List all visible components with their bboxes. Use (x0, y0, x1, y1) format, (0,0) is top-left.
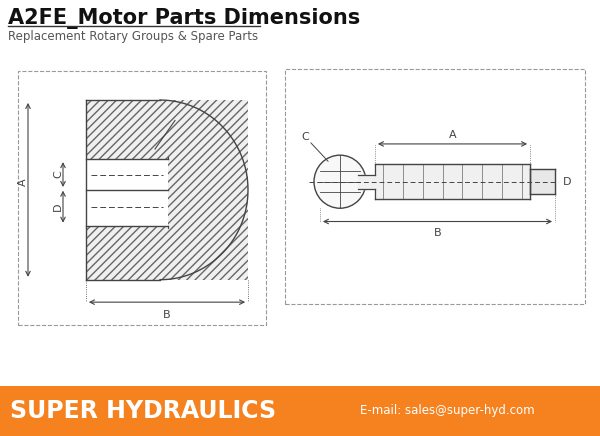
Wedge shape (160, 100, 248, 280)
Text: A: A (18, 178, 28, 185)
Bar (86, 100, 160, 280)
Text: A2FE_Motor Parts Dimensions: A2FE_Motor Parts Dimensions (8, 8, 360, 29)
Text: A: A (449, 130, 457, 140)
Text: SUPER HYDRAULICS: SUPER HYDRAULICS (10, 399, 276, 423)
Text: C: C (53, 170, 63, 178)
Bar (18, 72, 266, 325)
Circle shape (314, 155, 366, 208)
Bar (86, 159, 168, 190)
Bar (285, 69, 585, 304)
Text: D: D (563, 177, 571, 187)
Bar (86, 188, 168, 225)
Text: Replacement Rotary Groups & Spare Parts: Replacement Rotary Groups & Spare Parts (8, 30, 258, 43)
Bar (86, 100, 248, 280)
Text: B: B (434, 228, 442, 238)
Text: C: C (301, 132, 309, 142)
Text: E-mail: sales@super-hyd.com: E-mail: sales@super-hyd.com (360, 405, 535, 417)
Text: D: D (53, 202, 63, 211)
Text: B: B (163, 310, 171, 320)
